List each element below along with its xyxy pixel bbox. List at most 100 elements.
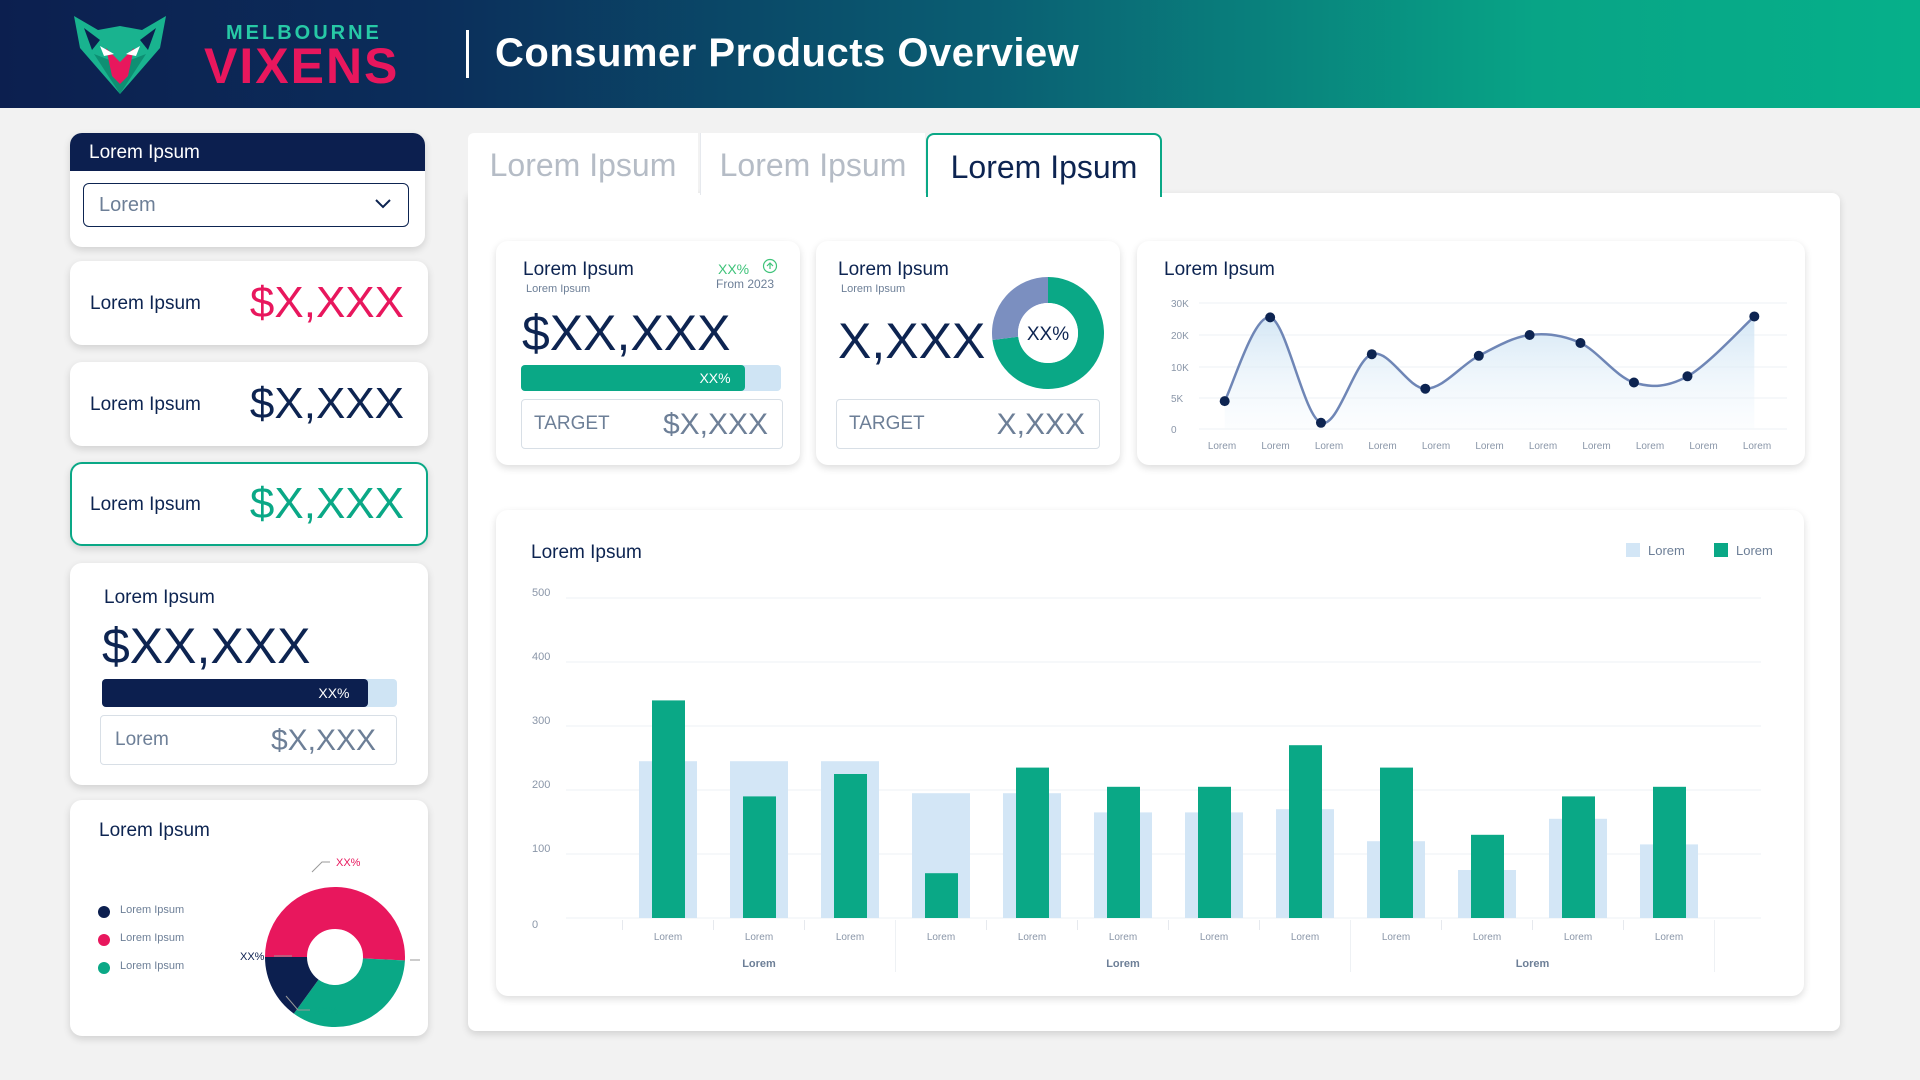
bar-group-label: Lorem <box>1516 958 1550 970</box>
target-box: TARGET $X,XXX <box>521 399 783 449</box>
bar-y-tick: 0 <box>532 919 538 931</box>
donut-label-teal: XX% <box>314 1005 339 1017</box>
donut-segment-teal <box>992 277 1104 389</box>
chevron-down-icon[interactable] <box>374 198 392 210</box>
line-x-tick: Lorem <box>1743 441 1771 452</box>
line-point <box>1628 377 1639 388</box>
bar-foreground <box>1562 796 1595 918</box>
kpi-label: Lorem Ipsum <box>90 494 201 515</box>
line-point <box>1366 349 1377 360</box>
bar-chart-title: Lorem Ipsum <box>531 542 642 563</box>
line-point <box>1473 350 1484 361</box>
bar-foreground <box>1653 786 1686 918</box>
kpi-donut-chart: XX% <box>992 277 1104 389</box>
donut-segment-pink <box>265 887 405 961</box>
bar-foreground <box>652 700 685 918</box>
line-x-tick: Lorem <box>1368 441 1396 452</box>
bar-foreground <box>1016 767 1049 918</box>
tab-2[interactable]: Lorem Ipsum <box>700 133 925 195</box>
kpi-card-3: Lorem Ipsum $X,XXX <box>70 462 428 546</box>
bar-legend-label: Lorem <box>1736 543 1773 558</box>
donut-segment-teal <box>293 957 405 1027</box>
bar-y-tick: 500 <box>532 587 550 599</box>
filter-dropdown-value: Lorem <box>99 194 156 216</box>
bar-foreground <box>1198 786 1231 918</box>
kpi-label: Lorem Ipsum <box>90 293 201 314</box>
bar-x-tick: Lorem <box>1109 932 1137 943</box>
kpi-value: $X,XXX <box>249 479 404 528</box>
page-title: Consumer Products Overview <box>495 31 1080 75</box>
donut-hole <box>308 930 362 984</box>
legend-label: Lorem Ipsum <box>120 960 185 972</box>
donut-card: Lorem Ipsum Lorem Ipsum Lorem Ipsum Lore… <box>70 800 428 1036</box>
donut-label-pink: XX% <box>336 857 361 869</box>
line-x-tick: Lorem <box>1689 441 1717 452</box>
header-divider <box>466 30 469 78</box>
kpi-value: X,XXX <box>838 313 986 369</box>
header-bar: MELBOURNE VIXENS Consumer Products Overv… <box>0 0 1920 108</box>
target-label: Lorem <box>115 729 169 750</box>
kpi-title: Lorem Ipsum <box>523 259 634 280</box>
bar-x-tick: Lorem <box>1200 932 1228 943</box>
line-y-tick: 0 <box>1171 425 1177 436</box>
line-x-tick: Lorem <box>1422 441 1450 452</box>
line-y-tick: 10K <box>1171 363 1189 374</box>
kpi-card-2: Lorem Ipsum $X,XXX <box>70 362 428 446</box>
line-series <box>1223 315 1756 425</box>
bar-chart: 0 100 200 300 400 500 Lorem Lorem Lorem Lorem Lore… <box>532 543 1773 972</box>
progress-fill: XX% <box>521 365 745 391</box>
line-point <box>1315 417 1326 428</box>
kpi-subtitle: Lorem Ipsum <box>841 283 906 295</box>
line-point <box>1219 396 1230 407</box>
bar-legend-swatch <box>1626 543 1640 557</box>
line-point <box>1524 330 1535 340</box>
bar-x-tick: Lorem <box>927 932 955 943</box>
bar-x-tick: Lorem <box>1655 932 1683 943</box>
bar-y-tick: 100 <box>532 843 550 855</box>
legend-dot-teal <box>98 962 110 974</box>
bar-x-tick: Lorem <box>745 932 773 943</box>
filter-dropdown[interactable]: Lorem <box>83 183 409 227</box>
bar-x-tick: Lorem <box>1564 932 1592 943</box>
bar-x-tick: Lorem <box>1291 932 1319 943</box>
target-value: X,XXX <box>996 408 1085 441</box>
bar-y-tick: 400 <box>532 651 550 663</box>
bar-foreground <box>743 796 776 918</box>
fox-logo-icon <box>74 16 166 94</box>
line-chart-title: Lorem Ipsum <box>1164 259 1275 280</box>
kpi-card-1: Lorem Ipsum $X,XXX <box>70 261 428 345</box>
target-value: $X,XXX <box>662 408 768 441</box>
progress-label: XX% <box>699 370 731 386</box>
line-y-tick: 5K <box>1171 394 1184 405</box>
donut-segments <box>992 277 1104 389</box>
donut-segments <box>265 887 405 1027</box>
line-point <box>1265 312 1276 323</box>
leader-line <box>285 995 310 1011</box>
line-x-tick: Lorem <box>1261 441 1289 452</box>
legend-label: Lorem Ipsum <box>120 904 185 916</box>
bar-x-tick: Lorem <box>1382 932 1410 943</box>
donut-label-navy: XX% <box>240 951 265 963</box>
line-area <box>1224 316 1755 429</box>
line-x-tick: Lorem <box>1582 441 1610 452</box>
tab-3-active[interactable]: Lorem Ipsum <box>926 133 1162 197</box>
tab-1[interactable]: Lorem Ipsum <box>468 133 698 195</box>
kpi-value: $X,XXX <box>249 379 404 428</box>
kpi-label: Lorem Ipsum <box>90 394 201 415</box>
line-y-tick: 20K <box>1171 331 1189 342</box>
brand-name-top: MELBOURNE <box>226 22 382 44</box>
kpi-change: XX% <box>718 261 750 277</box>
bar-group-label: Lorem <box>1106 958 1140 970</box>
line-point <box>1749 311 1760 322</box>
legend-dot-navy <box>98 906 110 918</box>
target-label: TARGET <box>849 413 925 434</box>
progress-card-label: Lorem Ipsum <box>104 587 215 608</box>
bar-x-tick: Lorem <box>1018 932 1046 943</box>
line-x-tick: Lorem <box>1475 441 1503 452</box>
bar-y-tick: 300 <box>532 715 550 727</box>
bar-chart-card: Lorem Ipsum 0 100 200 300 400 500 Lorem Lorem Lo… <box>496 510 1804 996</box>
kpi-value: $XX,XXX <box>522 305 731 361</box>
bar-foreground <box>1289 745 1322 918</box>
line-chart: 0 5K 10K 20K 30K Lorem Lorem Lorem Lorem Lorem Lor… <box>1171 299 1787 452</box>
line-chart-card: Lorem Ipsum 0 5K 10K 20K 30K Lorem Lorem Lorem L… <box>1137 241 1805 465</box>
